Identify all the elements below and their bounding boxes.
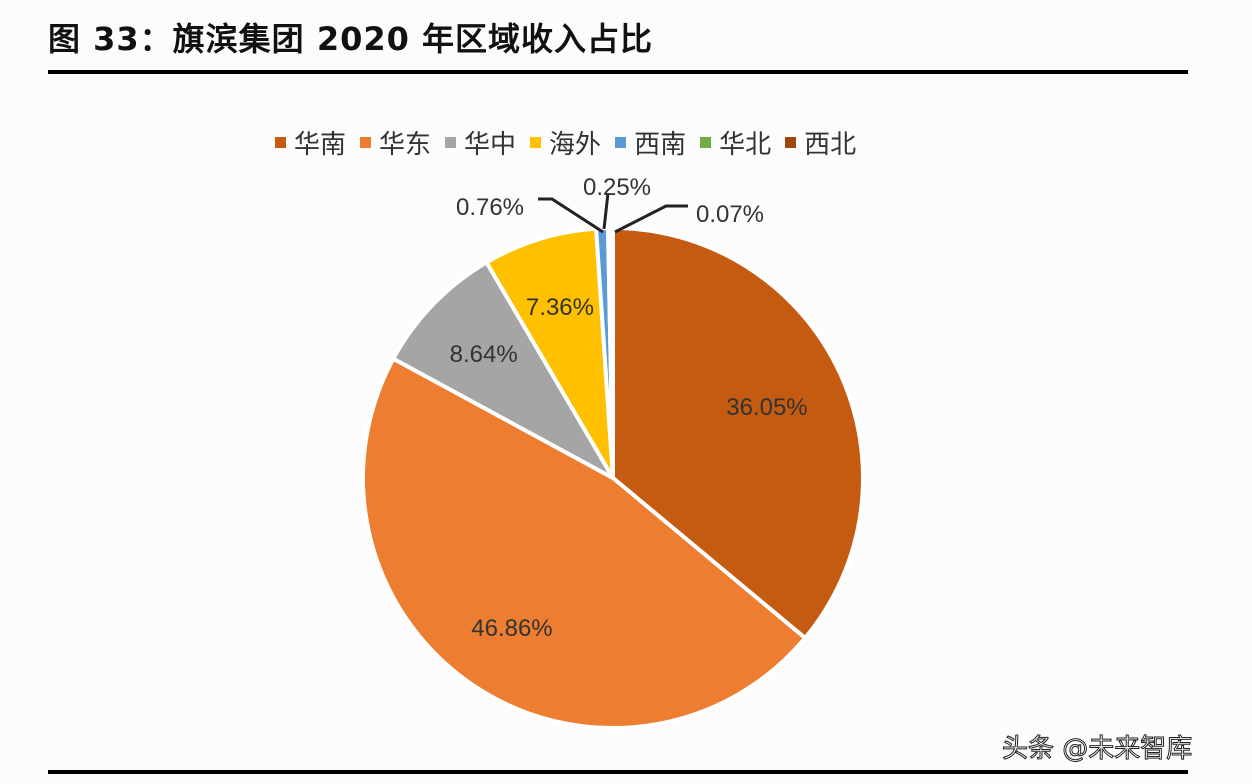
data-label: 7.36% [526, 294, 594, 321]
footer-rule [48, 770, 1188, 774]
legend-item: 华南 [275, 124, 346, 161]
legend-item: 华东 [360, 124, 431, 161]
pie-slice-华中 [390, 259, 619, 484]
leader-line [614, 204, 688, 234]
data-label: 0.76% [456, 194, 524, 221]
pie-slice-华东 [361, 355, 808, 730]
pie-slice-西北 [609, 225, 615, 479]
data-label: 46.86% [471, 615, 552, 642]
data-label: 36.05% [726, 394, 807, 421]
legend-label: 西北 [804, 130, 857, 160]
legend-label: 海外 [549, 130, 602, 160]
data-label: 0.25% [583, 174, 651, 201]
legend-label: 华中 [464, 130, 517, 160]
legend-swatch [530, 137, 542, 148]
legend-swatch [445, 137, 457, 148]
legend-swatch [615, 137, 627, 148]
data-label: 8.64% [450, 341, 518, 368]
legend-label: 华北 [719, 130, 772, 160]
pie-slice-海外 [483, 226, 615, 480]
leader-line [602, 192, 610, 230]
legend-swatch [360, 137, 372, 148]
legend-swatch [785, 137, 797, 148]
legend-label: 西南 [634, 130, 687, 160]
chart-legend: 华南 华东 华中 海外 西南 华北 西北 [275, 124, 856, 161]
page-title: 图 33：旗滨集团 2020 年区域收入占比 [48, 20, 654, 58]
leader-line [538, 197, 604, 234]
legend-label: 华东 [379, 130, 432, 160]
pie-slice-华南 [611, 225, 865, 641]
title-rule [48, 70, 1188, 74]
watermark: 头条 @未来智库 [1001, 734, 1193, 765]
legend-item: 海外 [530, 124, 601, 161]
legend-item: 华中 [445, 124, 516, 161]
legend-swatch [275, 137, 286, 148]
legend-item: 西南 [615, 124, 686, 161]
legend-item: 华北 [700, 124, 771, 161]
legend-item: 西北 [785, 124, 856, 161]
data-label: 0.07% [696, 201, 764, 228]
legend-swatch [700, 137, 712, 148]
legend-label: 华南 [294, 130, 347, 160]
